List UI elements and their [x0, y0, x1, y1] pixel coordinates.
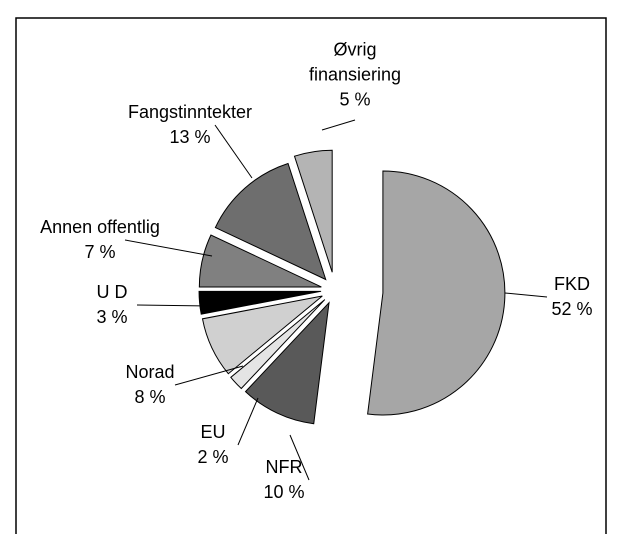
slice-label: Annen offentlig 7 %	[40, 215, 160, 265]
slice-label: FKD 52 %	[551, 272, 592, 322]
frame	[15, 17, 607, 534]
slice-value: 2 %	[197, 447, 229, 467]
slice-name: Norad	[125, 362, 175, 382]
pie-slice	[201, 295, 323, 375]
leader-line	[136, 304, 211, 307]
pie-slice	[214, 162, 327, 281]
slice-name: EU	[200, 422, 226, 442]
slice-name: Annen offentlig	[40, 217, 160, 237]
slice-value: 52 %	[551, 299, 593, 319]
slice-name: FKD	[554, 274, 590, 294]
slice-label: Norad 8 %	[125, 360, 174, 410]
slice-name: Fangstinntekter	[127, 102, 253, 122]
leader-line	[289, 434, 310, 481]
leader-line	[214, 124, 253, 179]
slice-label: Fangstinntekter 13 %	[128, 100, 252, 150]
pie-slice	[198, 290, 322, 315]
slice-value: 8 %	[134, 387, 166, 407]
leader-line	[504, 292, 548, 298]
pie-slice	[293, 149, 333, 273]
slice-value: 10 %	[263, 482, 305, 502]
slice-value: 5 %	[339, 89, 371, 110]
slice-value: 3 %	[96, 307, 128, 327]
leader-line	[124, 239, 213, 257]
pie-slice	[367, 170, 506, 416]
slice-label: Øvrig finansiering 5 %	[290, 38, 420, 113]
slice-name: U D	[96, 282, 128, 302]
slice-label: EU 2 %	[197, 420, 228, 470]
slice-name: NFR	[265, 457, 303, 477]
slice-value: 13 %	[169, 127, 211, 147]
pie-slice	[230, 299, 326, 390]
leader-line	[321, 119, 356, 131]
pie-slice	[244, 301, 330, 425]
leader-line	[237, 397, 259, 446]
slice-name: Øvrig finansiering	[308, 39, 402, 85]
slice-label: NFR 10 %	[263, 455, 304, 505]
leader-line	[174, 365, 244, 386]
slice-value: 7 %	[84, 242, 116, 262]
pie-slice	[198, 234, 322, 288]
slice-label: U D 3 %	[96, 280, 127, 330]
